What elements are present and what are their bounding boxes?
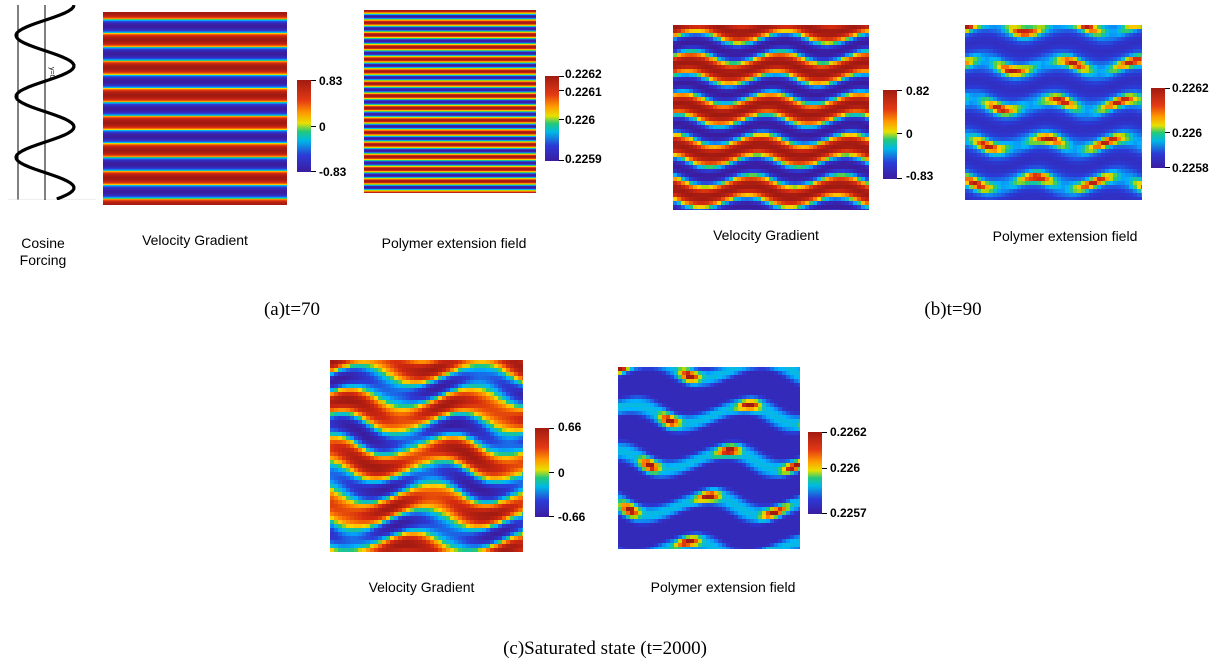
polymer-extension-label-a: Polymer extension field [381,235,527,251]
velocity-colorbar-c [535,428,549,517]
polymer-tick-mid-c: 0.226 [830,461,861,475]
caption-a: (a)t=70 [263,299,321,320]
velocity-tick-min-b: -0.83 [906,169,934,183]
polymer-tick-min-c: 0.2257 [830,506,867,520]
velocity-gradient-label-a: Velocity Gradient [142,232,248,248]
velocity-tick-zero-a: 0 [319,120,326,134]
polymer-tick-min-b: 0.2258 [1172,161,1209,175]
velocity-gradient-field-a [103,12,287,205]
caption-b: (b)t=90 [924,299,982,320]
polymer-colorbar-b [1151,88,1165,168]
velocity-tick-min-c: -0.66 [558,510,586,524]
polymer-tick-3-a: 0.226 [565,113,596,127]
velocity-tick-max-c: 0.66 [558,420,582,434]
polymer-extension-field-b [965,25,1142,200]
polymer-extension-field-a [364,10,536,193]
velocity-gradient-label-c: Velocity Gradient [368,579,475,595]
velocity-colorbar-a [297,80,311,172]
velocity-tick-zero-b: 0 [906,127,913,141]
polymer-tick-mid-b: 0.226 [1172,126,1203,140]
polymer-extension-label-c: Polymer extension field [650,579,796,595]
caption-c: (c)Saturated state (t=2000) [503,638,707,659]
polymer-tick-max-c: 0.2262 [830,425,867,439]
velocity-colorbar-b [883,90,897,179]
cosine-forcing-curve [14,5,76,200]
velocity-gradient-label-b: Velocity Gradient [713,227,819,243]
polymer-extension-label-b: Polymer extension field [992,228,1138,244]
velocity-tick-min-a: -0.83 [319,165,347,179]
forcing-axis-label: y=0 [48,67,55,79]
polymer-extension-field-c [618,367,800,549]
velocity-tick-max-a: 0.83 [319,74,343,88]
cosine-forcing-label: Cosine Forcing [19,235,67,268]
polymer-tick-2-a: 0.2261 [565,85,602,99]
polymer-tick-max-b: 0.2262 [1172,81,1209,95]
velocity-tick-max-b: 0.82 [906,84,930,98]
velocity-tick-zero-c: 0 [558,466,565,480]
polymer-tick-max-a: 0.2262 [565,67,602,81]
polymer-tick-min-a: 0.2259 [565,152,602,166]
polymer-colorbar-c [808,432,822,514]
cosine-forcing-plot: y=0 [8,5,96,200]
velocity-gradient-field-b [673,25,869,210]
polymer-colorbar-a [545,76,559,161]
velocity-gradient-field-c [330,360,523,552]
